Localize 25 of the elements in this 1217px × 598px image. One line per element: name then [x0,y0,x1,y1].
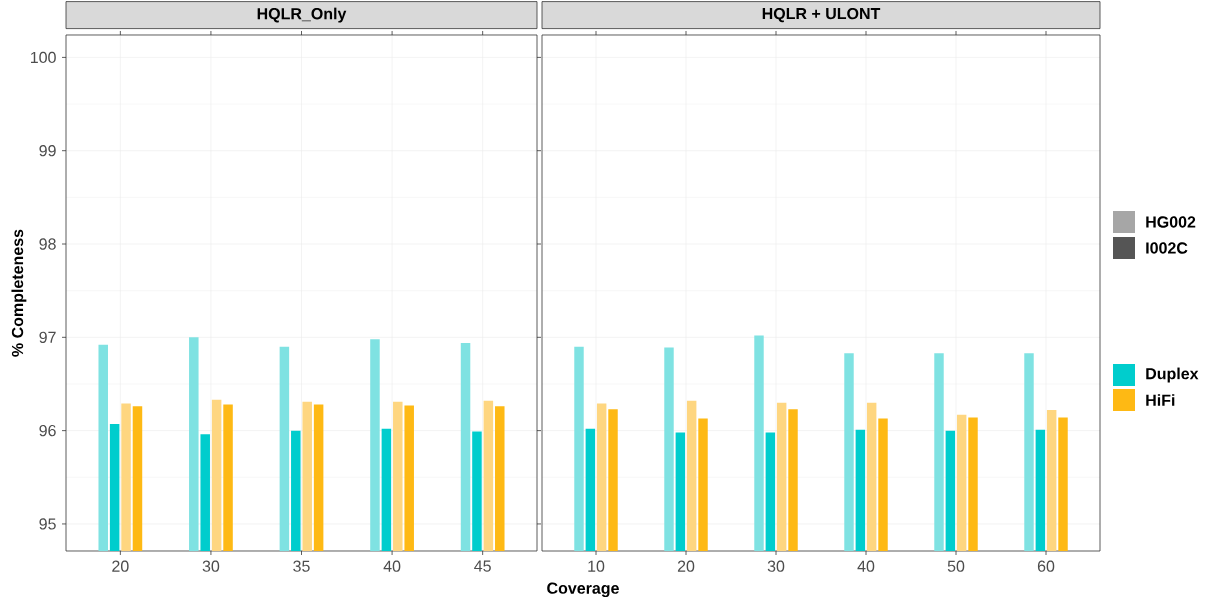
text: I002C [1146,242,1188,254]
chart-title: HQLR + ULONT [762,7,881,23]
y-tick-label: 97 [39,331,56,343]
x-tick-label: 35 [293,560,310,572]
text: HG002 [1146,216,1196,228]
x-tick-label: 45 [474,560,491,572]
x-tick-label: 20 [112,560,129,572]
y-tick-label: 100 [31,51,56,64]
text: HiFi [1146,394,1175,406]
x-tick-label: 50 [947,560,965,572]
chart-title: HQLR_Only [257,7,347,23]
x-tick-label: 30 [202,560,220,572]
y-tick-label: 99 [39,145,56,157]
y-axis-title: % Completeness [11,229,27,357]
text: Duplex [1146,367,1199,383]
y-tick-label: 95 [39,518,56,530]
x-tick-label: 20 [677,560,695,572]
x-tick-label: 60 [1037,560,1055,572]
x-tick-label: 10 [588,560,605,572]
y-tick-label: 96 [39,424,56,437]
x-tick-label: 40 [857,560,875,572]
x-tick-label: 30 [767,560,785,572]
x-tick-label: 40 [383,560,401,572]
y-tick-label: 98 [39,238,56,250]
x-axis-title: Coverage [547,582,619,598]
